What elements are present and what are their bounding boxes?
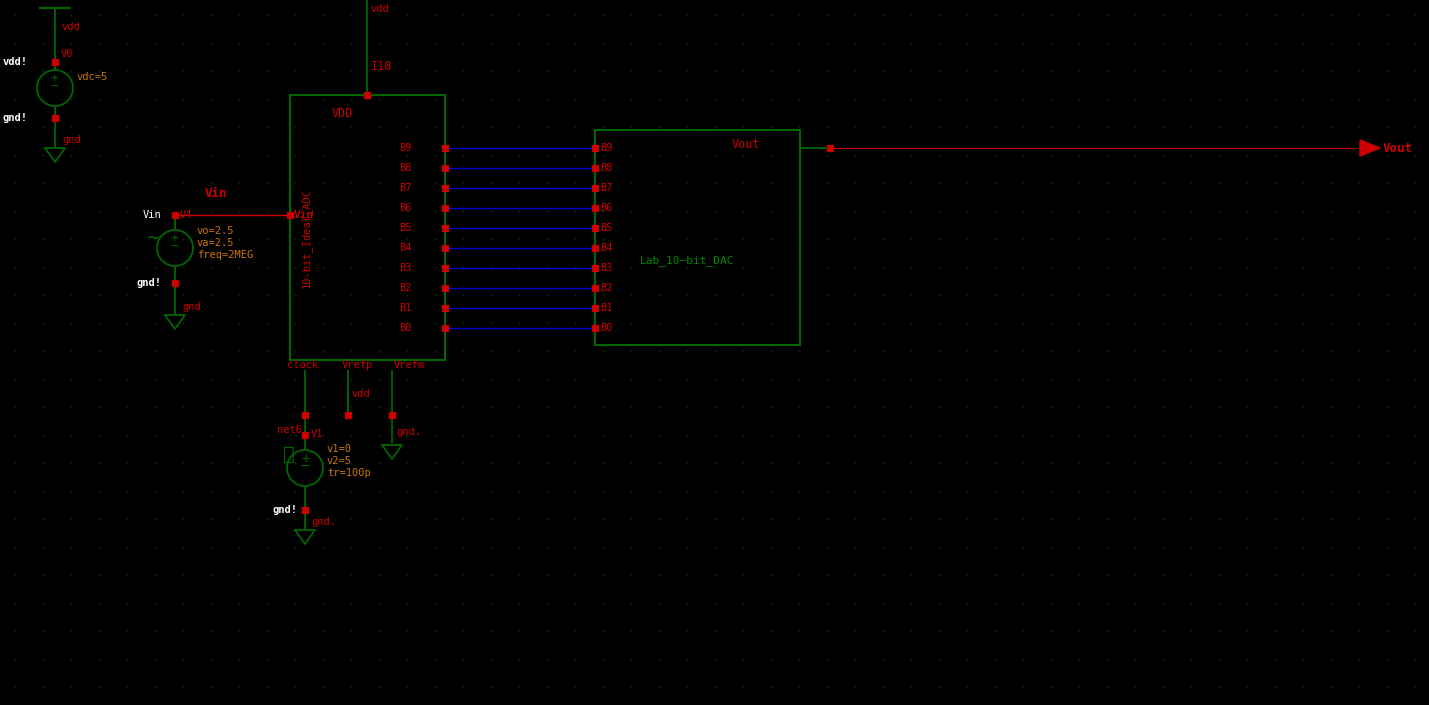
Text: Vin: Vin <box>143 210 161 220</box>
Text: VDD: VDD <box>332 107 353 120</box>
Text: B1: B1 <box>399 303 412 313</box>
Text: +: + <box>51 72 59 85</box>
Text: I10: I10 <box>372 60 393 73</box>
Text: B3: B3 <box>399 263 412 273</box>
Text: vdc=5: vdc=5 <box>77 72 109 82</box>
Text: B2: B2 <box>600 283 613 293</box>
Text: B8: B8 <box>399 163 412 173</box>
Text: B7: B7 <box>600 183 613 193</box>
Text: Vrefp: Vrefp <box>342 360 373 370</box>
Bar <box>290 95 444 360</box>
Text: gnd!: gnd! <box>3 113 29 123</box>
Text: gnd.: gnd. <box>312 517 336 527</box>
Text: B2: B2 <box>399 283 412 293</box>
Text: +: + <box>302 452 312 465</box>
Text: Vout: Vout <box>732 138 760 151</box>
Text: B5: B5 <box>600 223 613 233</box>
Text: −: − <box>50 80 57 93</box>
Text: 10-bit_Ideal_ADC: 10-bit_Ideal_ADC <box>300 188 312 288</box>
Text: clock: clock <box>287 360 319 370</box>
Text: B8: B8 <box>600 163 613 173</box>
Text: vdd: vdd <box>352 389 370 399</box>
Text: B6: B6 <box>600 203 613 213</box>
Text: Vrefm: Vrefm <box>394 360 426 370</box>
Text: V4: V4 <box>180 210 193 220</box>
Text: vdd: vdd <box>61 22 81 32</box>
Text: Lab_10−bit_DAC: Lab_10−bit_DAC <box>640 255 735 266</box>
Text: vdd!: vdd! <box>3 57 29 67</box>
Text: B9: B9 <box>600 143 613 153</box>
Bar <box>594 130 800 345</box>
Text: vdd: vdd <box>372 4 390 14</box>
Text: tr=100p: tr=100p <box>327 468 370 478</box>
Text: B1: B1 <box>600 303 613 313</box>
Text: +: + <box>171 232 179 245</box>
Text: −: − <box>300 460 310 473</box>
Text: B3: B3 <box>600 263 613 273</box>
Text: gnd: gnd <box>61 135 81 145</box>
Text: B0: B0 <box>600 323 613 333</box>
Text: Vin: Vin <box>294 210 314 220</box>
Text: Vin: Vin <box>204 187 227 200</box>
Text: freq=2MEG: freq=2MEG <box>197 250 253 260</box>
Text: −: − <box>170 240 177 253</box>
Text: gnd: gnd <box>181 302 200 312</box>
Polygon shape <box>1360 140 1380 156</box>
Text: B5: B5 <box>399 223 412 233</box>
Text: Vin: Vin <box>294 210 314 220</box>
Text: B9: B9 <box>399 143 412 153</box>
Text: vo=2.5: vo=2.5 <box>197 226 234 236</box>
Text: v2=5: v2=5 <box>327 456 352 466</box>
Text: ~: ~ <box>147 228 160 248</box>
Text: V0: V0 <box>61 49 73 59</box>
Text: net6: net6 <box>277 425 302 435</box>
Text: gnd!: gnd! <box>137 278 161 288</box>
Text: B6: B6 <box>399 203 412 213</box>
Text: B7: B7 <box>399 183 412 193</box>
Text: B4: B4 <box>600 243 613 253</box>
Text: B4: B4 <box>399 243 412 253</box>
Text: gnd!: gnd! <box>273 505 299 515</box>
Text: gnd.: gnd. <box>396 427 422 437</box>
Text: B0: B0 <box>399 323 412 333</box>
Text: v1=0: v1=0 <box>327 444 352 454</box>
Text: ∿: ∿ <box>283 445 294 464</box>
Text: Vout: Vout <box>1383 142 1413 155</box>
Text: V1: V1 <box>312 429 323 439</box>
Text: va=2.5: va=2.5 <box>197 238 234 248</box>
